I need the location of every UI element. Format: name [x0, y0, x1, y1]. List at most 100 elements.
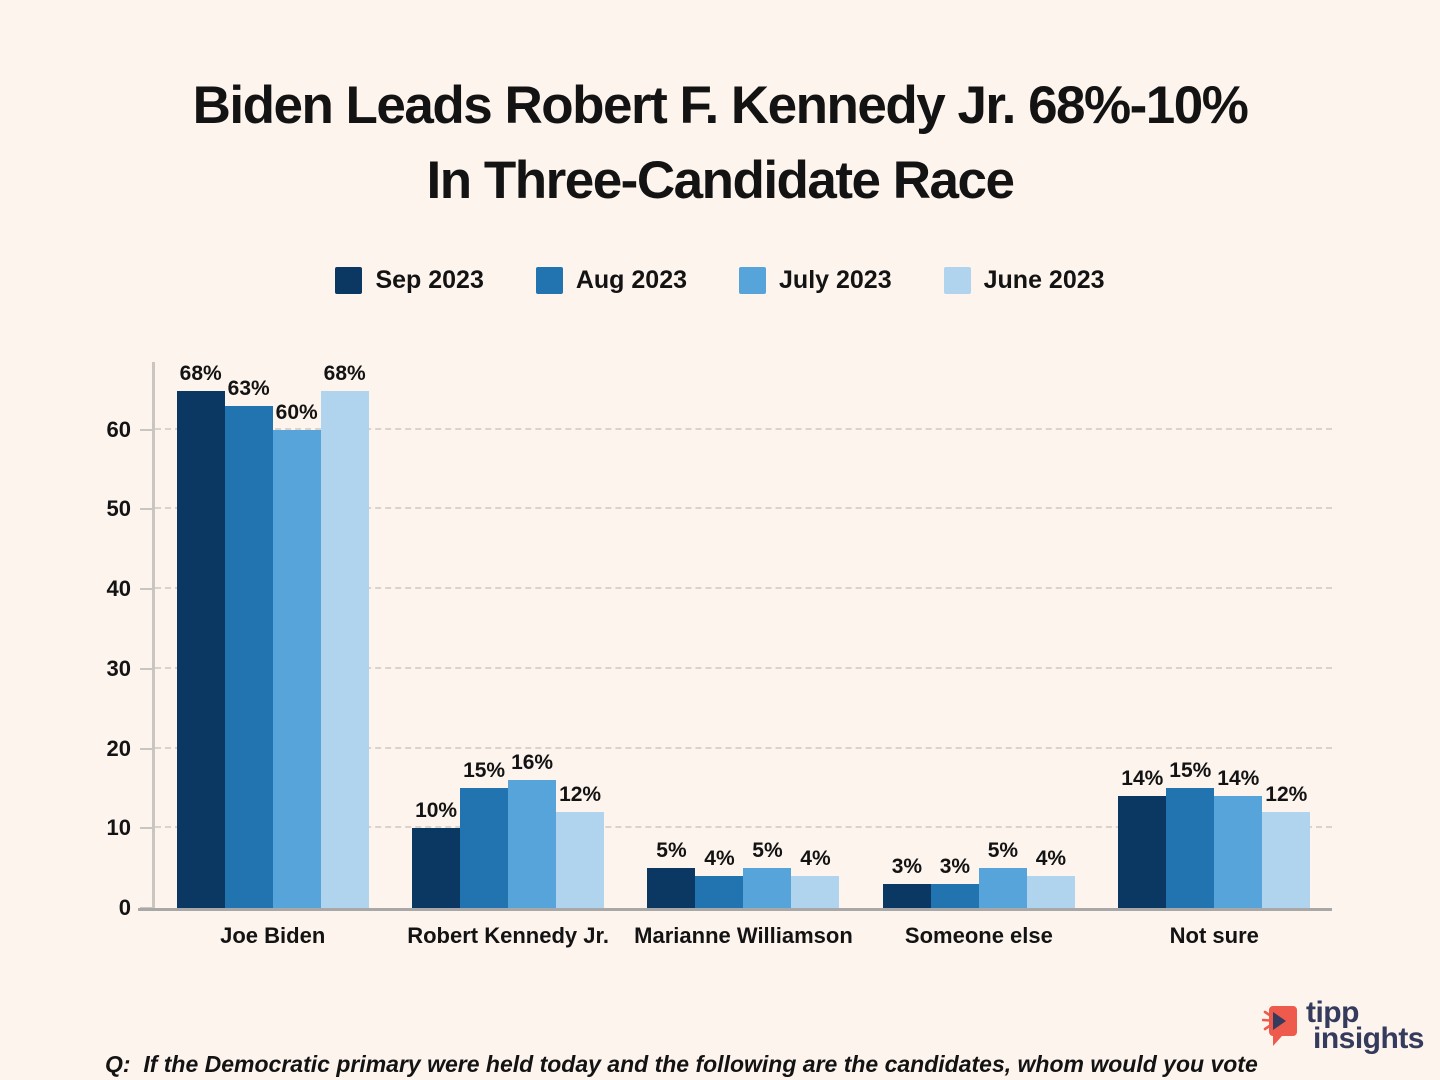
bar-sep-2023 — [176, 391, 225, 908]
bar-group-4: 14% 15% 14% 12% — [1097, 362, 1332, 908]
bar-value-label: 68% — [179, 362, 222, 385]
bar-cell: 63% — [224, 362, 273, 908]
bar-cell: 4% — [791, 362, 840, 908]
bar-cell: 15% — [1166, 362, 1215, 908]
bar-cell: 10% — [412, 362, 461, 908]
legend-item-sep-2023: Sep 2023 — [335, 266, 484, 295]
bar-june-2023 — [1026, 876, 1075, 908]
legend-label: Sep 2023 — [375, 266, 484, 294]
bar-cell: 3% — [882, 362, 931, 908]
legend-label: June 2023 — [983, 266, 1105, 294]
megaphone-icon — [1261, 1006, 1297, 1046]
bar-value-label: 68% — [323, 362, 366, 385]
chart-title-line2: In Three-Candidate Race — [426, 151, 1015, 210]
bar-group-0: 68% 63% 60% 68% — [155, 362, 390, 908]
y-tickmark-50 — [140, 508, 154, 511]
bar-aug-2023 — [695, 876, 744, 908]
y-tick-label-10: 10 — [106, 815, 131, 841]
tipp-insights-logo: tipp insights — [1261, 996, 1425, 1055]
bar-value-label: 15% — [1169, 759, 1212, 783]
bar-aug-2023 — [930, 884, 979, 908]
gridline-10 — [155, 826, 1332, 829]
legend-item-aug-2023: Aug 2023 — [535, 266, 688, 295]
bar-value-label: 5% — [752, 839, 783, 863]
y-tick-label-60: 60 — [106, 416, 131, 442]
y-tickmark-60 — [140, 428, 154, 431]
bar-value-label: 4% — [1035, 847, 1067, 871]
bar-sep-2023 — [647, 868, 696, 908]
legend-item-june-2023: June 2023 — [943, 266, 1105, 295]
bar-cell: 12% — [556, 362, 605, 908]
bar-july-2023 — [743, 868, 792, 908]
legend-item-july-2023: July 2023 — [739, 266, 892, 295]
category-label-0: Joe Biden — [220, 923, 326, 948]
y-tick-label-0: 0 — [118, 895, 131, 920]
y-tickmark-30 — [140, 667, 154, 670]
bar-value-label: 60% — [275, 400, 318, 424]
bar-value-label: 14% — [1121, 767, 1164, 791]
chart-title-line1: Biden Leads Robert F. Kennedy Jr. 68%-10… — [192, 76, 1249, 135]
bar-cell: 68% — [320, 362, 369, 908]
category-label-4: Not sure — [1169, 923, 1259, 948]
y-tick-label-30: 30 — [106, 655, 131, 681]
bar-cell: 68% — [176, 362, 225, 908]
bar-aug-2023 — [224, 405, 273, 908]
gridline-50 — [155, 507, 1332, 510]
bar-value-label: 5% — [987, 839, 1019, 863]
gridline-40 — [155, 587, 1332, 590]
bar-cell: 60% — [272, 362, 321, 908]
bar-cell: 14% — [1118, 362, 1167, 908]
bar-cell: 4% — [695, 362, 744, 908]
category-label-3: Someone else — [904, 923, 1053, 948]
bar-june-2023 — [320, 391, 369, 908]
bar-value-label: 12% — [1265, 783, 1308, 807]
logo-word-insights: insights — [1312, 1022, 1425, 1055]
bar-group-3: 3% 3% 5% 4% — [861, 362, 1096, 908]
gridline-20 — [155, 746, 1332, 749]
category-label-1: Robert Kennedy Jr. — [407, 923, 609, 948]
bar-june-2023 — [1262, 812, 1311, 908]
logo-word-tipp: tipp — [1305, 996, 1359, 1029]
bar-cell: 15% — [460, 362, 509, 908]
bar-july-2023 — [272, 429, 321, 908]
logo-text: tipp insights — [1305, 996, 1425, 1055]
bar-value-label: 5% — [656, 839, 687, 863]
bar-cell: 14% — [1214, 362, 1263, 908]
bar-cell: 5% — [647, 362, 696, 908]
bar-cell: 5% — [978, 362, 1027, 908]
legend-label: July 2023 — [779, 266, 892, 294]
bar-value-label: 10% — [415, 799, 458, 823]
y-tickmark-20 — [140, 747, 154, 750]
bar-july-2023 — [1214, 796, 1263, 908]
bar-value-label: 3% — [939, 855, 971, 879]
legend-swatch — [739, 267, 767, 294]
bar-june-2023 — [556, 812, 605, 908]
bar-group-1: 10% 15% 16% 12% — [390, 362, 625, 908]
bar-value-label: 4% — [800, 847, 831, 871]
bar-value-label: 63% — [227, 376, 270, 400]
gridline-60 — [155, 427, 1332, 430]
legend-label: Aug 2023 — [575, 266, 688, 294]
bar-value-label: 14% — [1217, 767, 1260, 791]
y-tickmark-10 — [140, 827, 154, 830]
bar-cell: 12% — [1262, 362, 1311, 908]
category-label-2: Marianne Williamson — [634, 923, 853, 948]
y-tick-label-20: 20 — [106, 735, 131, 761]
bar-sep-2023 — [882, 884, 931, 908]
legend-swatch — [535, 267, 563, 294]
bar-value-label: 3% — [891, 855, 923, 879]
bar-cell: 3% — [930, 362, 979, 908]
y-tickmark-40 — [140, 588, 154, 591]
bar-july-2023 — [508, 780, 557, 908]
y-tick-label-50: 50 — [106, 496, 131, 522]
bar-sep-2023 — [1118, 796, 1167, 908]
legend: Sep 2023 Aug 2023 July 2023 June 2023 — [0, 266, 1440, 295]
bar-value-label: 4% — [704, 847, 735, 871]
bar-aug-2023 — [460, 788, 509, 908]
gridline-30 — [155, 666, 1332, 669]
plot-area: 0 10 20 30 40 50 60 68% 63% 60% 68% Joe Biden 10% 15%… — [107, 362, 1332, 948]
bar-value-label: 15% — [463, 759, 506, 783]
bar-value-label: 12% — [559, 783, 602, 807]
y-tick-label-40: 40 — [106, 576, 131, 602]
